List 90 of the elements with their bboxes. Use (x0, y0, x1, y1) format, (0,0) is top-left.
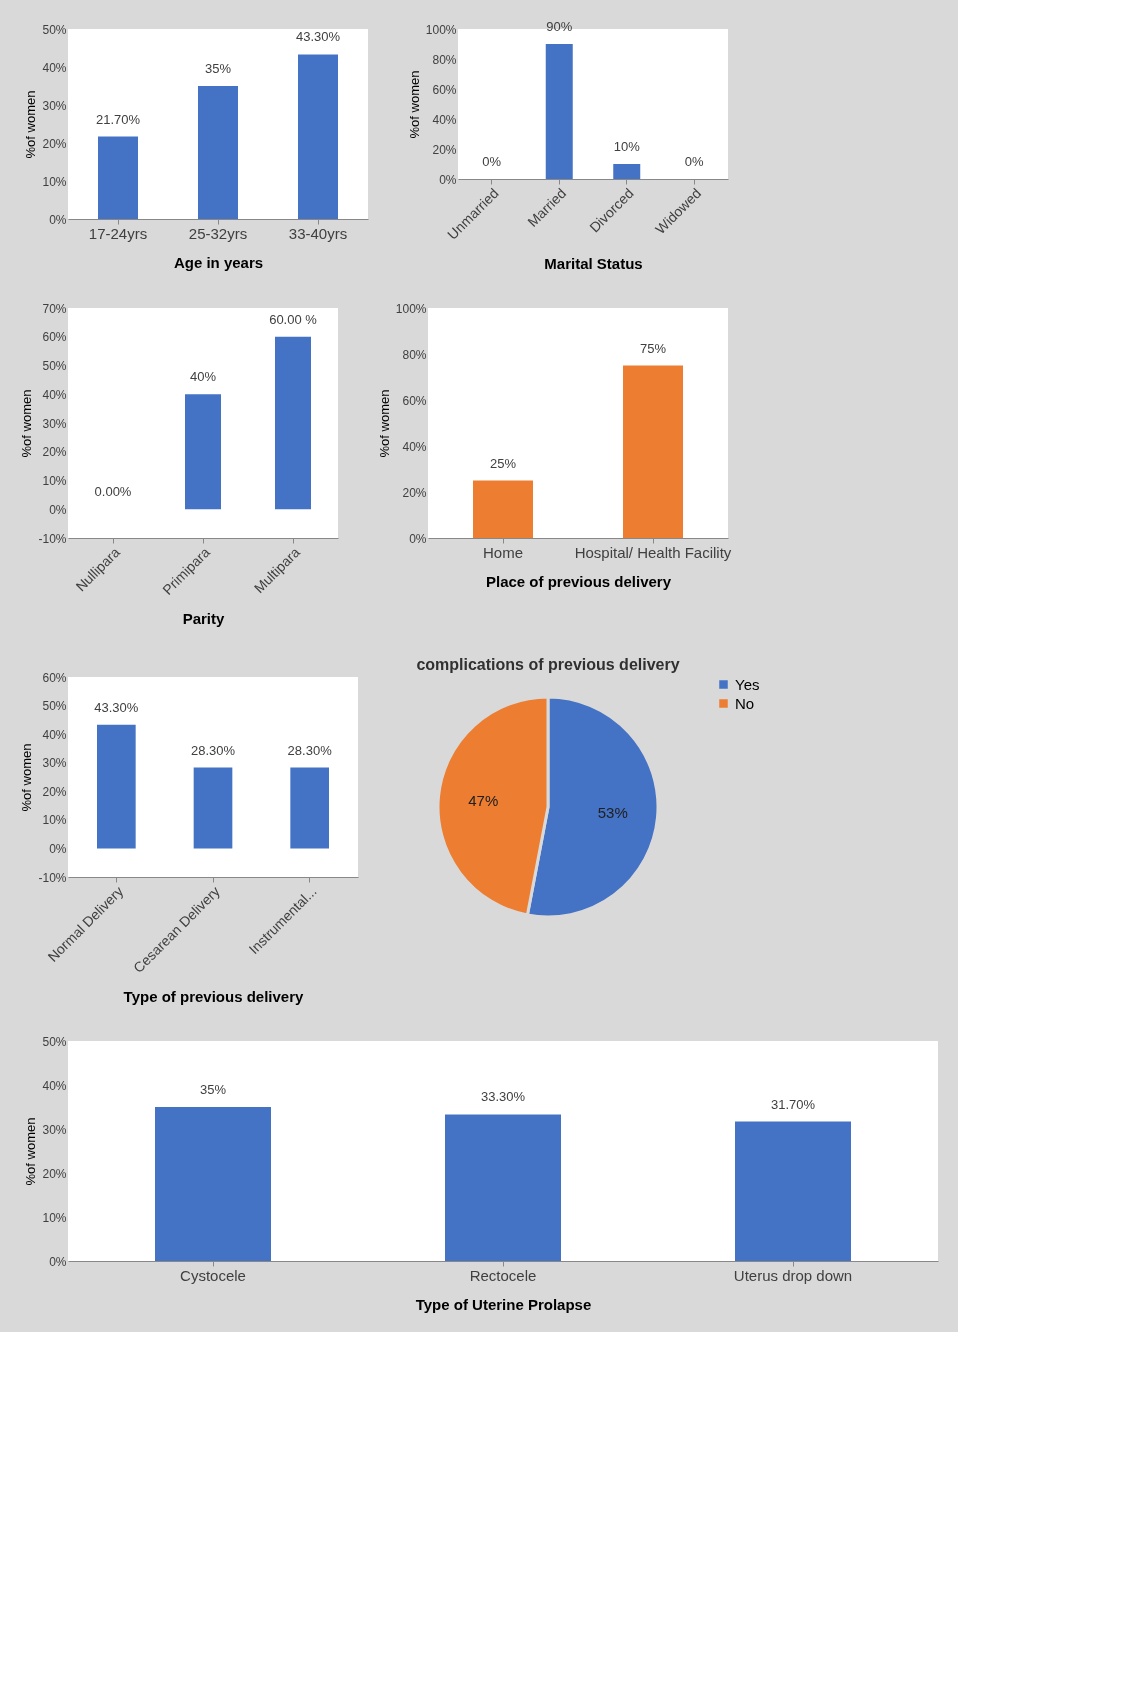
y-tick-label: 40% (42, 60, 67, 75)
bar (298, 54, 338, 219)
y-tick-label: 60% (432, 82, 457, 97)
chart-title: complications of previous delivery (416, 656, 680, 673)
y-tick-label: 60% (402, 393, 427, 408)
y-tick-label: 0% (439, 172, 457, 187)
data-label: 25% (489, 455, 517, 471)
y-tick-label: 50% (42, 1034, 67, 1049)
x-axis-title: Place of previous delivery (485, 572, 672, 590)
data-label: 28.30% (287, 742, 333, 758)
bar (198, 86, 238, 219)
data-label: 75% (639, 340, 667, 356)
data-label: 43.30% (94, 699, 139, 715)
y-tick-label: 40% (42, 1078, 67, 1093)
x-tick-label: Cystocele (180, 1266, 246, 1284)
y-tick-label: 0% (409, 531, 427, 546)
y-tick-label: 0% (49, 212, 67, 227)
data-label: 35% (204, 61, 232, 76)
y-tick-label: 20% (42, 136, 67, 151)
bar (98, 136, 138, 219)
y-tick-label: 30% (42, 416, 67, 431)
x-axis-title: Marital Status (544, 254, 643, 272)
data-label: 53% (597, 804, 628, 822)
y-tick-label: 50% (42, 699, 67, 714)
x-tick-label: Hospital/ Health Facility (574, 543, 732, 561)
y-tick-label: 20% (402, 485, 427, 500)
x-axis-title: Age in years (173, 253, 264, 271)
y-tick-label: 10% (42, 1210, 67, 1225)
legend-label: Yes (735, 675, 760, 693)
y-axis-title: %of women (376, 389, 392, 458)
y-tick-label: 60% (42, 330, 67, 345)
y-tick-label: 70% (42, 301, 67, 316)
data-label: 90% (546, 19, 573, 34)
y-tick-label: 0% (49, 841, 67, 856)
x-tick-label: 17-24yrs (88, 224, 148, 242)
bar (155, 1107, 271, 1261)
x-axis-title: Parity (182, 609, 225, 627)
y-tick-label: 20% (42, 445, 67, 460)
data-label: 28.30% (190, 742, 236, 758)
bar (735, 1121, 851, 1261)
data-label: 0% (684, 154, 705, 169)
y-tick-label: 20% (432, 142, 457, 157)
y-tick-label: 40% (432, 112, 457, 127)
y-tick-label: 80% (402, 347, 427, 362)
y-tick-label: 100% (395, 301, 427, 316)
x-tick-label: Rectocele (469, 1266, 537, 1284)
y-tick-label: 50% (42, 22, 67, 37)
y-axis-title: %of women (23, 1117, 39, 1186)
x-tick-label: Uterus drop down (733, 1266, 853, 1284)
data-label: 33.30% (480, 1089, 526, 1105)
data-label: 0.00% (94, 484, 132, 500)
x-tick-label: Home (482, 543, 524, 561)
data-label: 60.00 % (269, 311, 318, 327)
y-tick-label: 10% (42, 174, 67, 189)
y-tick-label: 60% (42, 670, 67, 685)
data-label: 35% (199, 1082, 227, 1097)
x-axis-title: Type of previous delivery (123, 987, 305, 1005)
y-tick-label: 40% (42, 387, 67, 402)
data-label: 43.30% (295, 29, 341, 45)
y-tick-label: 40% (42, 727, 67, 742)
y-tick-label: 40% (402, 439, 427, 454)
y-tick-label: 30% (42, 98, 67, 113)
y-tick-label: 80% (432, 52, 457, 67)
y-tick-label: -10% (38, 870, 67, 885)
legend-label: No (735, 694, 755, 712)
y-axis-title: %of women (406, 70, 422, 139)
y-tick-label: 0% (49, 502, 67, 517)
y-tick-label: 10% (42, 474, 67, 488)
x-tick-label: 33-40yrs (288, 224, 348, 242)
y-axis-title: %of women (19, 389, 35, 458)
y-tick-label: 30% (42, 756, 67, 771)
y-tick-label: 0% (49, 1254, 67, 1269)
x-tick-label: 25-32yrs (188, 224, 248, 242)
data-label: 21.70% (95, 111, 141, 127)
y-tick-label: 100% (425, 22, 457, 37)
x-axis-title: Type of Uterine Prolapse (415, 1295, 592, 1313)
y-axis-title: %of women (23, 90, 39, 159)
data-label: 47% (468, 791, 499, 809)
y-tick-label: 20% (42, 1166, 67, 1181)
data-label: 40% (189, 369, 217, 385)
y-tick-label: 10% (42, 813, 67, 828)
y-axis-title: %of women (19, 743, 35, 812)
data-label: 0% (482, 154, 502, 169)
y-tick-label: -10% (38, 531, 67, 546)
y-tick-label: 20% (42, 784, 67, 799)
bar (445, 1114, 561, 1261)
data-label: 10% (613, 139, 641, 154)
y-tick-label: 30% (42, 1122, 67, 1137)
data-label: 31.70% (770, 1096, 816, 1112)
y-tick-label: 50% (42, 359, 67, 373)
